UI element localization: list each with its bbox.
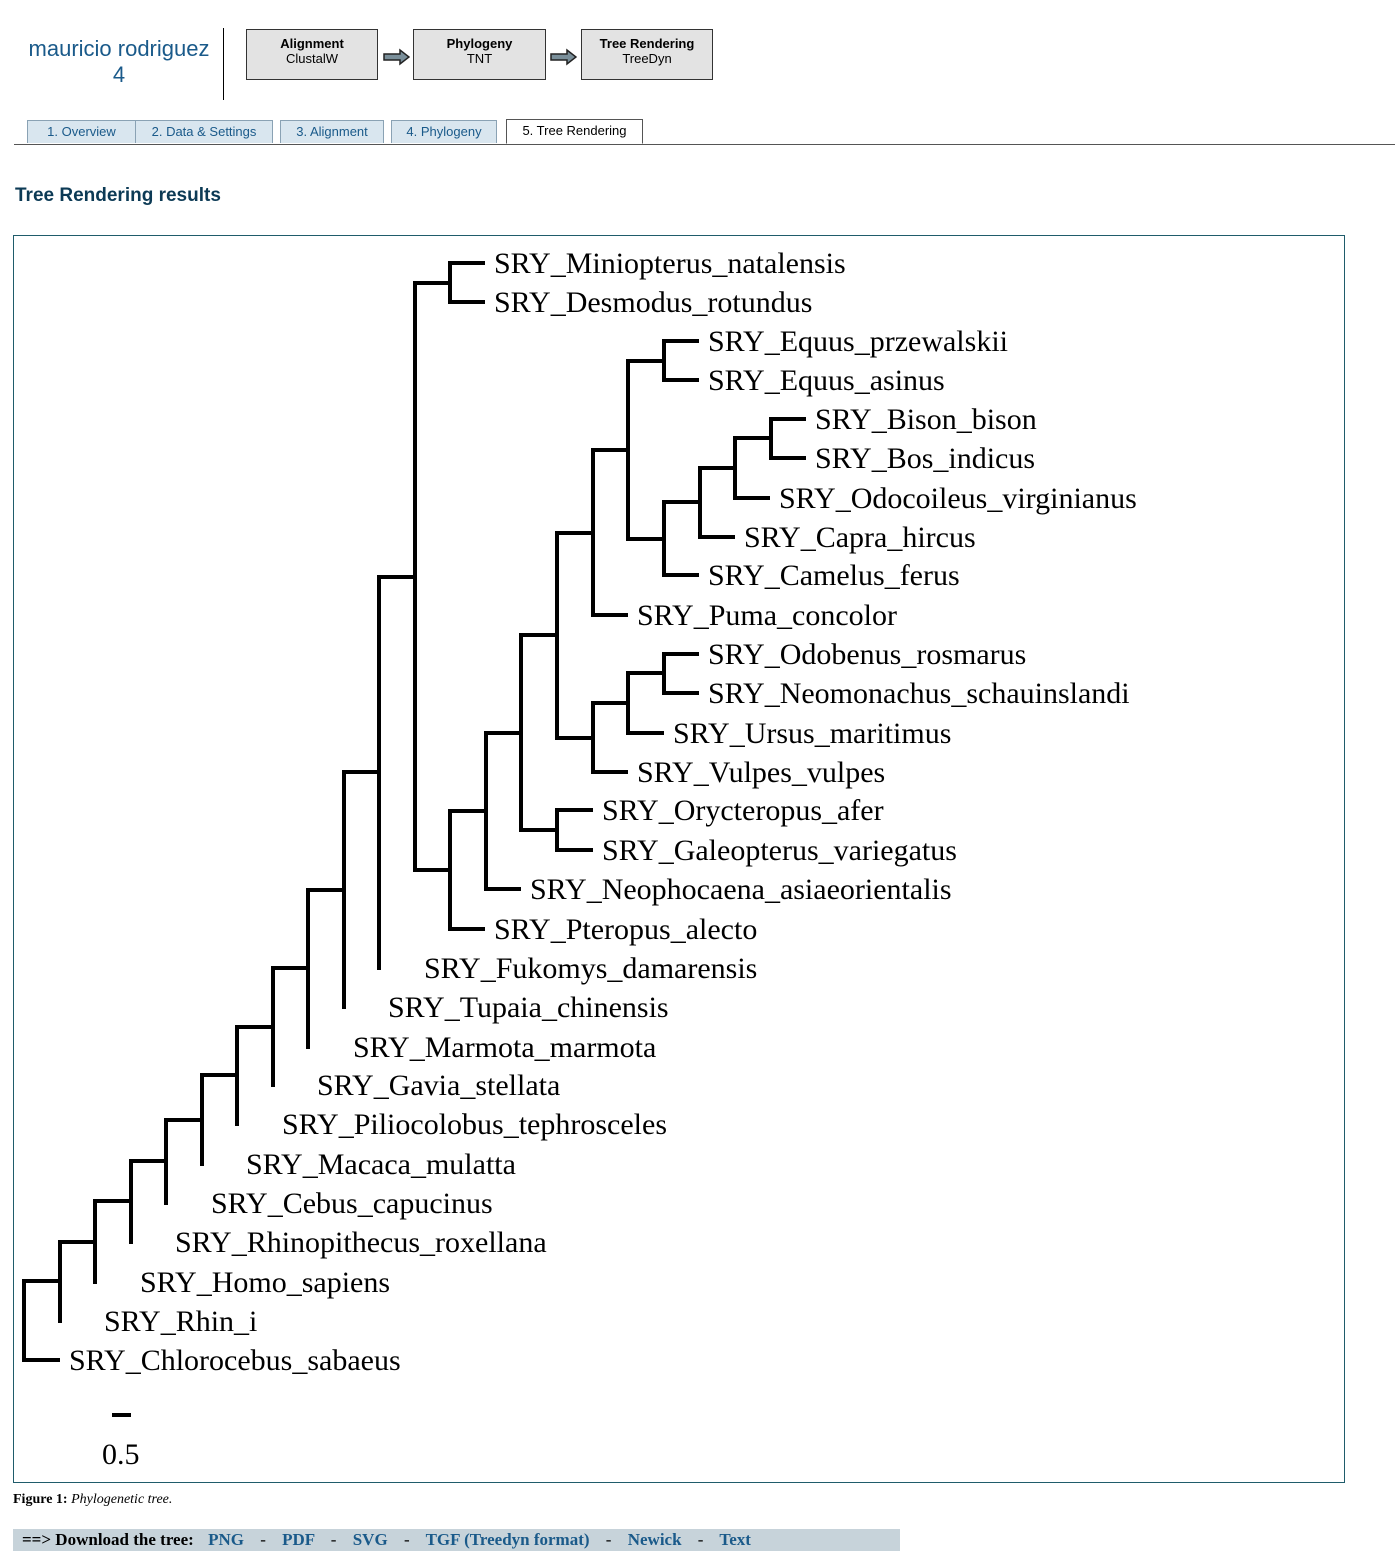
tree-leaf-label: SRY_Bison_bison bbox=[815, 403, 1037, 436]
scale-bar-label: 0.5 bbox=[102, 1438, 140, 1471]
pipeline-step-tool: TNT bbox=[466, 51, 493, 66]
download-newick-link[interactable]: Newick bbox=[627, 1530, 682, 1549]
download-separator: - bbox=[605, 1530, 612, 1549]
figure-caption: Figure 1: Phylogenetic tree. bbox=[13, 1492, 172, 1508]
tab-tree-rendering[interactable]: 5. Tree Rendering bbox=[506, 119, 643, 144]
tree-leaf-label: SRY_Galeopterus_variegatus bbox=[602, 834, 957, 867]
tab-data-settings[interactable]: 2. Data & Settings bbox=[135, 120, 273, 143]
download-separator: - bbox=[330, 1530, 337, 1549]
tree-leaf-label: SRY_Pteropus_alecto bbox=[494, 913, 757, 946]
tree-leaf-label: SRY_Puma_concolor bbox=[637, 599, 897, 632]
tree-leaf-label: SRY_Marmota_marmota bbox=[353, 1031, 656, 1064]
tree-leaf-label: SRY_Macaca_mulatta bbox=[246, 1148, 516, 1181]
tab-overview[interactable]: 1. Overview bbox=[27, 120, 136, 143]
tree-leaf-label: SRY_Neomonachus_schauinslandi bbox=[708, 677, 1130, 710]
pipeline-step-alignment[interactable]: Alignment ClustalW bbox=[246, 29, 378, 80]
tree-leaf-label: SRY_Rhinopithecus_roxellana bbox=[175, 1226, 547, 1259]
pipeline-step-tool: ClustalW bbox=[285, 51, 338, 66]
tree-leaf-label: SRY_Tupaia_chinensis bbox=[388, 991, 669, 1024]
figure-caption-label: Figure 1: bbox=[13, 1492, 68, 1507]
tree-leaf-label: SRY_Fukomys_damarensis bbox=[424, 952, 757, 985]
tree-leaf-label: SRY_Bos_indicus bbox=[815, 442, 1035, 475]
download-tgf-link[interactable]: TGF (Treedyn format) bbox=[425, 1530, 590, 1549]
project-number: 4 bbox=[112, 62, 126, 87]
tab-alignment[interactable]: 3. Alignment bbox=[280, 120, 384, 143]
scale-bar: 0.5 bbox=[102, 1413, 140, 1471]
download-text-link[interactable]: Text bbox=[719, 1530, 751, 1549]
pipeline-step-phylogeny[interactable]: Phylogeny TNT bbox=[413, 29, 546, 80]
pipeline-step-title: Alignment bbox=[280, 36, 344, 51]
arrow-right-icon bbox=[550, 48, 577, 66]
download-separator: - bbox=[403, 1530, 410, 1549]
project-name[interactable]: mauricio rodriguez 4 bbox=[14, 36, 224, 88]
tree-leaf-label: SRY_Rhin_i bbox=[104, 1305, 257, 1338]
tree-leaf-label: SRY_Equus_przewalskii bbox=[708, 325, 1008, 358]
pipeline-step-tree-rendering[interactable]: Tree Rendering TreeDyn bbox=[581, 29, 713, 80]
download-separator: - bbox=[260, 1530, 266, 1549]
results-heading: Tree Rendering results bbox=[15, 185, 221, 206]
tree-leaf-label: SRY_Equus_asinus bbox=[708, 364, 945, 397]
tree-leaf-label: SRY_Desmodus_rotundus bbox=[494, 286, 812, 319]
download-png-link[interactable]: PNG bbox=[208, 1530, 244, 1549]
tree-leaf-label: SRY_Gavia_stellata bbox=[317, 1069, 560, 1102]
download-pdf-link[interactable]: PDF bbox=[282, 1530, 315, 1549]
tree-leaf-label: SRY_Capra_hircus bbox=[744, 521, 976, 554]
tree-leaf-label: SRY_Odobenus_rosmarus bbox=[708, 638, 1026, 671]
tree-figure: SRY_Miniopterus_natalensis SRY_Desmodus_r… bbox=[13, 235, 1345, 1483]
tree-leaf-label: SRY_Orycteropus_afer bbox=[602, 794, 884, 827]
header-divider bbox=[223, 28, 224, 100]
tab-phylogeny[interactable]: 4. Phylogeny bbox=[391, 120, 497, 143]
tree-leaf-label: SRY_Piliocolobus_tephrosceles bbox=[282, 1108, 667, 1141]
tree-leaf-label: SRY_Miniopterus_natalensis bbox=[494, 247, 846, 280]
download-svg-link[interactable]: SVG bbox=[352, 1530, 388, 1549]
tree-leaf-label: SRY_Neophocaena_asiaeorientalis bbox=[530, 873, 952, 906]
pipeline-step-title: Tree Rendering bbox=[599, 36, 695, 51]
arrow-right-icon bbox=[383, 48, 410, 66]
tree-leaf-label: SRY_Chlorocebus_sabaeus bbox=[69, 1344, 401, 1377]
tree-branches bbox=[22, 261, 773, 1362]
tree-leaf-label: SRY_Camelus_ferus bbox=[708, 559, 960, 592]
download-separator: - bbox=[697, 1530, 704, 1549]
tree-leaf-label: SRY_Homo_sapiens bbox=[140, 1266, 390, 1299]
tree-leaf-label: SRY_Ursus_maritimus bbox=[673, 717, 951, 750]
pipeline-step-title: Phylogeny bbox=[446, 36, 513, 51]
download-bar: ==> Download the tree: PNG - PDF - SVG -… bbox=[13, 1529, 900, 1551]
pipeline-step-tool: TreeDyn bbox=[622, 51, 672, 66]
tree-leaf-label: SRY_Odocoileus_virginianus bbox=[779, 482, 1137, 515]
tree-leaf-label: SRY_Vulpes_vulpes bbox=[637, 756, 885, 789]
figure-caption-text: Phylogenetic tree. bbox=[71, 1492, 173, 1507]
result-tabs: 1. Overview 2. Data & Settings 3. Alignm… bbox=[14, 119, 1395, 145]
tree-leaf-label: SRY_Cebus_capucinus bbox=[211, 1187, 493, 1220]
download-prefix: ==> Download the tree: bbox=[22, 1530, 194, 1549]
project-name-text: mauricio rodriguez bbox=[28, 36, 210, 61]
